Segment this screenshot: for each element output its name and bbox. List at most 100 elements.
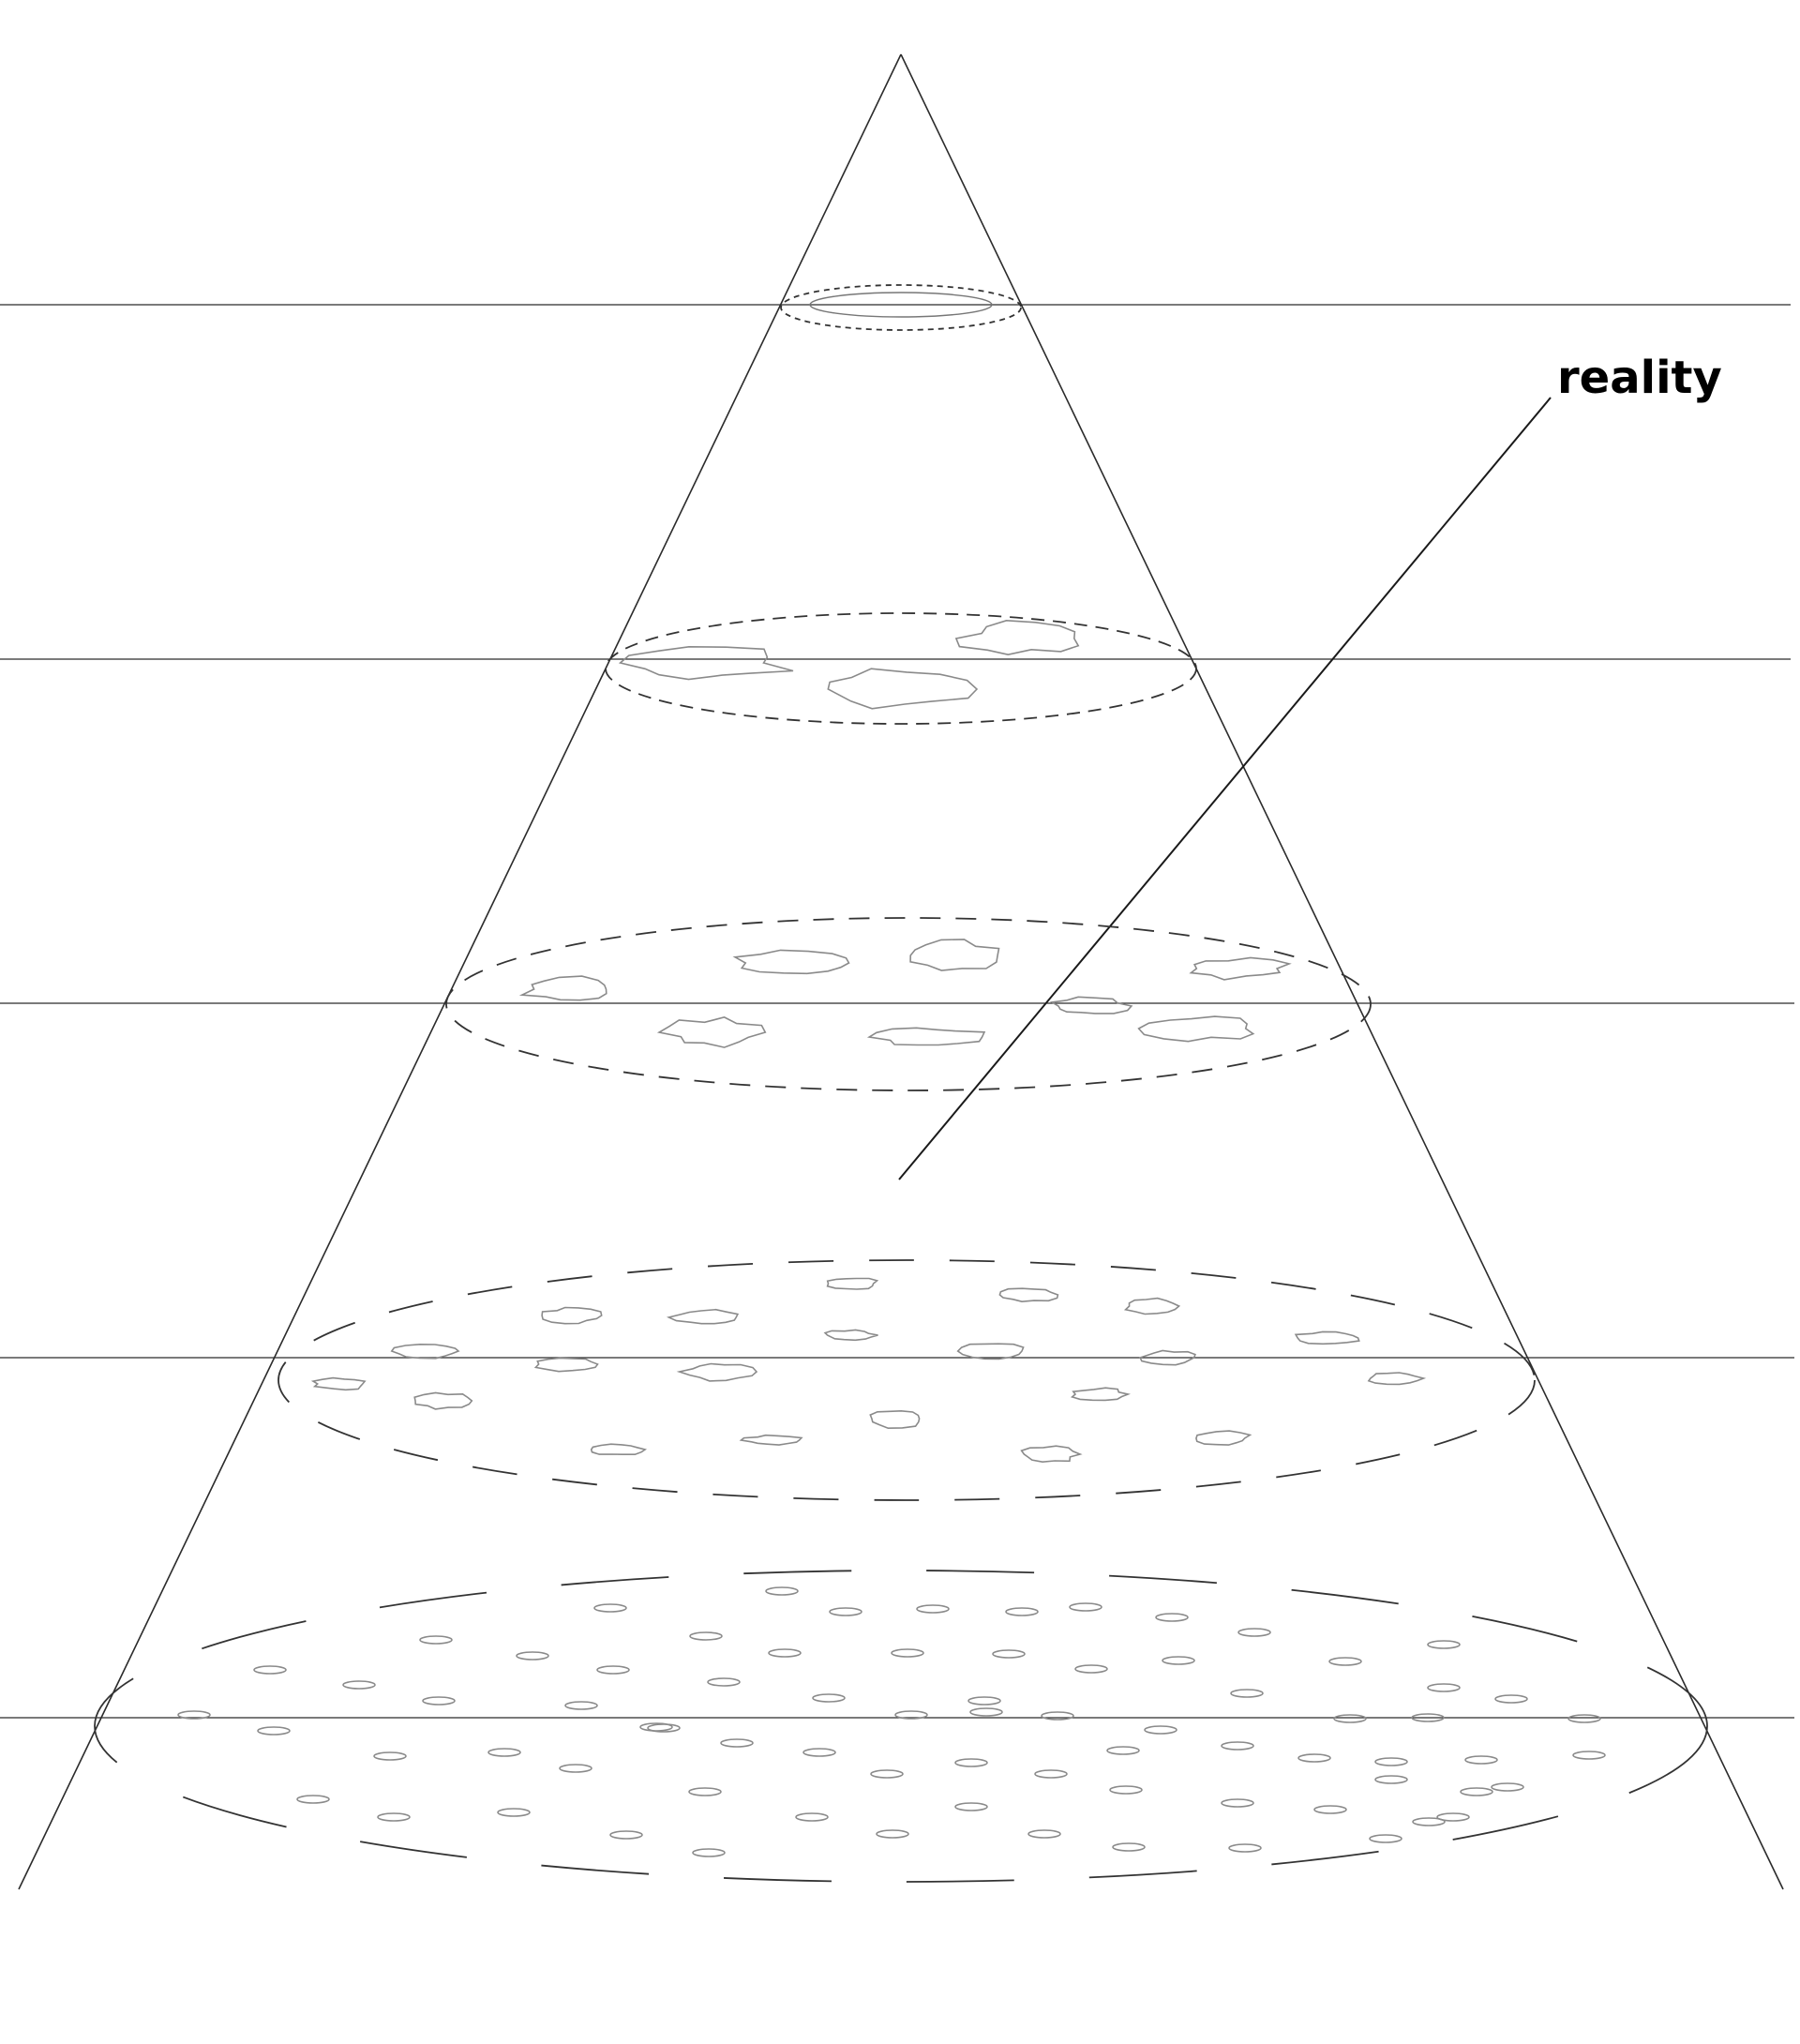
section-5-oval bbox=[1298, 1753, 1331, 1763]
section-5-oval bbox=[1221, 1798, 1254, 1808]
section-4-blob bbox=[869, 1409, 921, 1430]
section-5-oval bbox=[1572, 1751, 1606, 1760]
section-5-oval bbox=[1436, 1812, 1470, 1822]
section-2-blob bbox=[954, 619, 1080, 656]
section-5-oval bbox=[1041, 1711, 1074, 1721]
section-3-blob bbox=[909, 939, 1000, 971]
section-5-oval bbox=[1005, 1607, 1039, 1616]
section-5-oval bbox=[373, 1751, 407, 1761]
section-4-blob bbox=[823, 1329, 878, 1342]
section-4-blob bbox=[956, 1343, 1025, 1360]
section-2-blob bbox=[827, 668, 979, 710]
section-3-blob bbox=[1189, 956, 1292, 981]
section-5-oval bbox=[968, 1696, 1001, 1706]
section-5-oval bbox=[1238, 1628, 1271, 1637]
section-5-oval bbox=[253, 1665, 287, 1675]
section-5-oval bbox=[1230, 1689, 1264, 1698]
section-5-oval bbox=[257, 1726, 291, 1736]
section-5-oval bbox=[954, 1758, 988, 1767]
section-5-oval bbox=[954, 1802, 988, 1811]
section-4-blob bbox=[1139, 1349, 1196, 1366]
section-5-oval bbox=[647, 1723, 681, 1733]
section-5-oval bbox=[1333, 1714, 1367, 1723]
section-blobs bbox=[177, 619, 1606, 1857]
section-5-oval bbox=[1313, 1805, 1347, 1814]
section-5-oval bbox=[593, 1603, 627, 1613]
section-5-oval bbox=[916, 1604, 950, 1614]
section-5-oval bbox=[1144, 1725, 1178, 1735]
section-5-oval bbox=[969, 1707, 1003, 1717]
section-2-blob bbox=[618, 645, 794, 681]
section-5-oval bbox=[422, 1696, 456, 1706]
section-3-blob bbox=[656, 1016, 767, 1048]
section-5-oval bbox=[692, 1848, 726, 1857]
section-5-oval bbox=[765, 1586, 799, 1596]
section-5-oval bbox=[894, 1710, 928, 1720]
section-3-blob bbox=[1137, 1015, 1255, 1043]
section-4-blob bbox=[1123, 1297, 1181, 1315]
section-ellipse-4 bbox=[278, 1259, 1536, 1501]
section-5-oval bbox=[1074, 1664, 1108, 1674]
section-5-oval bbox=[870, 1769, 904, 1779]
section-5-oval bbox=[1034, 1769, 1068, 1779]
section-5-oval bbox=[1374, 1757, 1408, 1766]
section-5-oval bbox=[1155, 1613, 1189, 1622]
section-3-blob bbox=[732, 949, 850, 975]
cone-right-edge bbox=[900, 53, 1784, 1890]
cone-left-edge bbox=[18, 53, 902, 1890]
reality-label: reality bbox=[1557, 352, 1722, 404]
section-5-oval bbox=[992, 1649, 1026, 1659]
section-5-oval bbox=[802, 1748, 836, 1757]
section-5-oval bbox=[1028, 1829, 1061, 1839]
section-ellipse-3 bbox=[445, 917, 1372, 1091]
section-5-oval bbox=[1427, 1683, 1461, 1692]
section-5-oval bbox=[1112, 1842, 1146, 1852]
label-pointer-line bbox=[898, 397, 1552, 1180]
section-5-oval bbox=[1460, 1787, 1493, 1796]
section-3-blob bbox=[866, 1027, 986, 1046]
section-5-oval bbox=[488, 1748, 521, 1757]
section-5-oval bbox=[559, 1764, 592, 1773]
section-5-oval bbox=[1411, 1713, 1445, 1722]
section-4-blob bbox=[1294, 1330, 1360, 1345]
section-5-oval bbox=[720, 1738, 754, 1748]
section-5-oval bbox=[1228, 1843, 1262, 1853]
section-ellipses bbox=[94, 284, 1708, 1883]
section-5-oval bbox=[795, 1812, 829, 1822]
section-5-oval bbox=[829, 1607, 862, 1616]
section-4-blob bbox=[1367, 1372, 1427, 1386]
section-5-oval bbox=[1491, 1782, 1524, 1792]
section-5-oval bbox=[1106, 1746, 1140, 1755]
section-5-oval bbox=[876, 1829, 909, 1839]
section-ellipse-2 bbox=[605, 612, 1197, 725]
section-5-oval bbox=[1464, 1755, 1498, 1765]
section-5-oval bbox=[377, 1812, 411, 1822]
section-4-blob bbox=[533, 1357, 599, 1373]
section-5-oval bbox=[707, 1677, 741, 1687]
section-5-oval bbox=[419, 1635, 453, 1645]
section-5-oval bbox=[1427, 1640, 1461, 1649]
section-5-oval bbox=[596, 1665, 630, 1675]
section-5-oval bbox=[1369, 1834, 1402, 1843]
section-ellipse-1-inner bbox=[809, 292, 993, 318]
section-5-oval bbox=[1412, 1817, 1446, 1826]
section-4-blob bbox=[739, 1434, 803, 1446]
section-4-blob bbox=[826, 1277, 879, 1290]
section-3-blob bbox=[518, 975, 608, 1001]
section-5-oval bbox=[342, 1680, 376, 1690]
section-4-blob bbox=[590, 1443, 648, 1455]
section-4-blob bbox=[1195, 1430, 1252, 1446]
section-5-oval bbox=[516, 1651, 549, 1661]
section-5-oval bbox=[689, 1631, 723, 1641]
section-5-oval bbox=[497, 1808, 531, 1817]
section-5-oval bbox=[564, 1701, 598, 1710]
section-4-blob bbox=[390, 1343, 460, 1360]
section-5-oval bbox=[1328, 1657, 1362, 1666]
section-4-blob bbox=[998, 1287, 1059, 1303]
section-5-oval bbox=[1069, 1602, 1102, 1612]
section-5-oval bbox=[768, 1648, 802, 1658]
section-4-blob bbox=[1020, 1445, 1083, 1464]
section-5-oval bbox=[1568, 1714, 1601, 1723]
section-5-oval bbox=[891, 1648, 924, 1658]
